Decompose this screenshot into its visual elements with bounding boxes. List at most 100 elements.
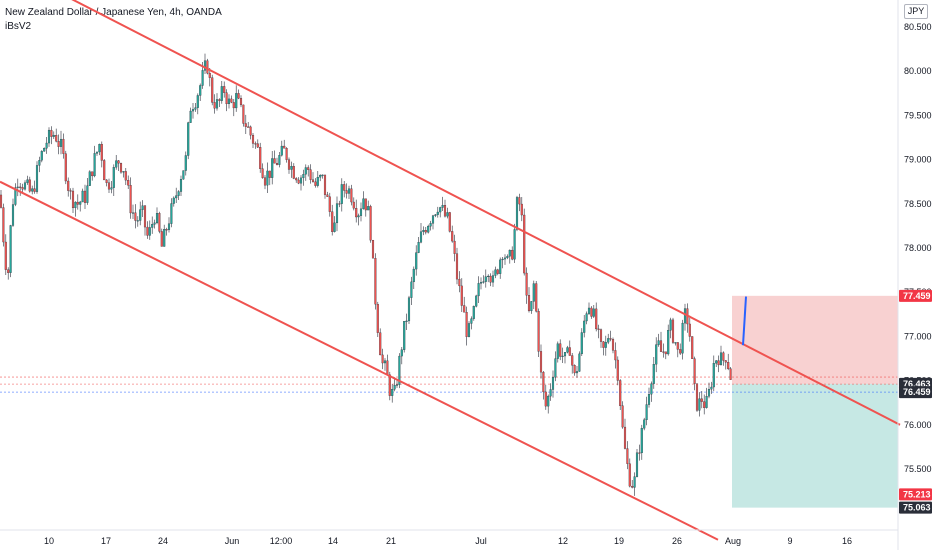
candle-up: [290, 166, 293, 170]
x-tick-label: 12:00: [270, 536, 293, 546]
candle-up: [652, 364, 655, 384]
candle-up: [429, 223, 432, 227]
candle-down: [465, 312, 468, 337]
candle-up: [141, 205, 144, 210]
candle-down: [571, 355, 574, 366]
candle-up: [359, 208, 363, 216]
candle-down: [520, 203, 523, 216]
y-tick-label: 76.000: [904, 420, 932, 430]
price-label-text: 76.463: [903, 379, 931, 389]
candle-down: [691, 336, 694, 359]
candle-down: [127, 180, 130, 186]
candle-down: [28, 179, 31, 192]
candle-up: [319, 174, 322, 178]
candle-down: [371, 239, 375, 259]
candle-down: [695, 383, 699, 411]
candle-down: [539, 351, 543, 373]
candle-down: [631, 485, 634, 488]
target-zone: [732, 383, 898, 508]
candle-up: [271, 158, 274, 178]
candle-up: [643, 419, 646, 429]
candle-down: [729, 368, 732, 380]
candle-up: [407, 297, 411, 322]
candle-up: [405, 320, 408, 322]
candle-up: [513, 229, 516, 260]
candle-up: [201, 70, 204, 86]
candle-down: [455, 253, 459, 280]
candle-down: [165, 229, 168, 231]
candle-down: [218, 99, 221, 101]
candle-down: [242, 104, 245, 124]
candle-up: [151, 224, 154, 228]
candle-down: [619, 380, 622, 406]
candle-down: [225, 92, 228, 105]
candle-up: [187, 122, 190, 156]
candle-down: [0, 194, 3, 208]
candle-down: [146, 226, 149, 236]
candle-down: [326, 194, 329, 197]
candle-down: [251, 134, 255, 144]
candle-down: [525, 272, 528, 296]
candle-down: [331, 211, 334, 232]
candle-up: [136, 220, 139, 222]
x-tick-label: 24: [158, 536, 168, 546]
candle-up: [563, 352, 567, 357]
candle-down: [314, 181, 317, 186]
candle-up: [11, 204, 15, 226]
y-tick-label: 80.000: [904, 66, 932, 76]
candle-up: [415, 252, 418, 270]
candle-down: [247, 126, 250, 128]
candle-up: [705, 396, 708, 408]
price-axis[interactable]: 75.50076.00076.50077.00077.50078.00078.5…: [904, 22, 932, 474]
candle-down: [4, 241, 7, 270]
candle-down: [232, 102, 235, 109]
x-tick-label: 12: [558, 536, 568, 546]
candle-down: [374, 258, 377, 305]
candle-down: [511, 249, 514, 260]
candle-down: [463, 305, 466, 313]
candle-down: [659, 340, 663, 352]
candle-up: [333, 222, 336, 232]
candle-up: [43, 148, 46, 152]
candle-up: [470, 318, 473, 324]
y-tick-label: 78.000: [904, 243, 932, 253]
candle-down: [263, 177, 267, 186]
candle-up: [86, 185, 89, 203]
candle-up: [640, 428, 643, 454]
candle-up: [633, 476, 636, 488]
candle-down: [309, 169, 312, 180]
candle-up: [177, 191, 180, 196]
candle-up: [148, 227, 151, 236]
y-tick-label: 79.000: [904, 155, 932, 165]
candle-down: [599, 329, 603, 342]
candle-down: [254, 143, 257, 145]
candle-up: [508, 249, 511, 257]
candle-down: [158, 213, 161, 232]
candle-up: [487, 275, 490, 278]
candle-down: [50, 129, 53, 137]
candle-down: [83, 190, 87, 203]
candle-down: [105, 179, 108, 183]
candle-down: [237, 93, 240, 99]
y-tick-label: 77.000: [904, 331, 932, 341]
candle-up: [321, 174, 324, 176]
candle-down: [671, 319, 675, 343]
candle-up: [31, 188, 34, 192]
candle-down: [662, 351, 665, 353]
candle-up: [122, 171, 125, 173]
candle-down: [208, 73, 211, 78]
indicator-label[interactable]: iBsV2: [5, 21, 32, 32]
candle-up: [398, 355, 401, 385]
time-axis[interactable]: 10 17 24 Jun 12:00 14 21 Jul 12 19 26 Aug 9 16: [44, 536, 852, 546]
candle-up: [592, 308, 595, 317]
candle-up: [340, 184, 343, 204]
candle-down: [292, 166, 295, 179]
currency-badge[interactable]: JPY: [904, 4, 928, 19]
candle-up: [304, 167, 307, 175]
candle-down: [424, 230, 427, 233]
candle-up: [45, 142, 48, 149]
x-tick-label: Jul: [475, 536, 487, 546]
candle-up: [395, 384, 399, 386]
